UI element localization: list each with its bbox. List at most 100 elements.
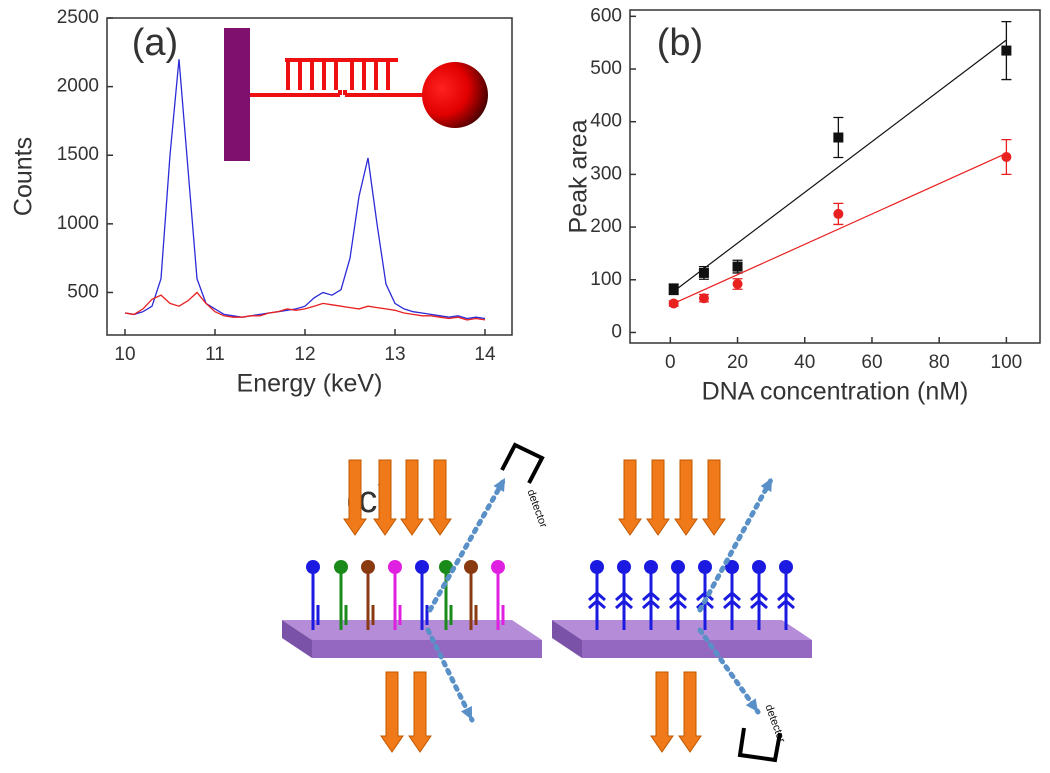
probe-pair	[615, 591, 633, 610]
panel-label: (a)	[132, 22, 178, 64]
x-tick-label: 12	[294, 344, 315, 365]
data-point	[833, 132, 844, 143]
fluorescence-head	[745, 698, 758, 712]
x-ray-arrow	[373, 459, 397, 536]
data-point	[1001, 152, 1012, 163]
y-tick-label: 0	[611, 321, 622, 342]
x-ray-arrow	[646, 459, 670, 536]
spectrum-line	[124, 291, 486, 321]
probe-head	[752, 560, 766, 574]
x-ray-arrow	[650, 671, 674, 753]
x-tick-label: 0	[665, 352, 676, 373]
probe-pair	[750, 591, 768, 610]
panel-label: (b)	[657, 22, 703, 64]
probe-head	[334, 560, 348, 574]
y-axis-title: Peak area	[565, 119, 593, 233]
x-tick-label: 100	[991, 352, 1023, 373]
x-tick-label: 80	[929, 352, 950, 373]
x-ray-arrow	[343, 459, 367, 536]
detector-label: detector	[762, 703, 787, 745]
x-ray-arrow	[380, 671, 404, 753]
substrate-end	[282, 620, 312, 658]
x-tick-label: 40	[794, 352, 815, 373]
probe-head	[779, 560, 793, 574]
x-axis-title: Energy (keV)	[237, 370, 383, 398]
y-tick-label: 2000	[57, 76, 99, 97]
x-ray-arrow	[428, 459, 452, 536]
y-axis-title: Counts	[10, 137, 38, 216]
probe-pair	[669, 591, 687, 610]
fit-line	[673, 39, 1007, 292]
x-tick-label: 20	[727, 352, 748, 373]
probe-head	[415, 560, 429, 574]
y-tick-label: 2500	[57, 7, 99, 28]
probe-head	[698, 560, 712, 574]
fluorescence-ray	[697, 627, 761, 715]
probe-head	[491, 560, 505, 574]
data-point	[698, 293, 709, 304]
substrate-side	[582, 640, 812, 658]
probe-head	[388, 560, 402, 574]
x-tick-label: 60	[861, 352, 882, 373]
x-axis-title: DNA concentration (nM)	[702, 378, 969, 406]
y-tick-label: 1000	[57, 213, 99, 234]
probe-head	[464, 560, 478, 574]
inset-particle	[422, 62, 488, 128]
probe-pair	[588, 591, 606, 610]
substrate-end	[552, 620, 582, 658]
x-tick-label: 14	[474, 344, 496, 365]
data-point	[668, 298, 679, 309]
data-point	[668, 284, 679, 295]
probe-head	[306, 560, 320, 574]
plot-frame	[106, 17, 513, 336]
fit-line	[673, 152, 1007, 305]
detector-label: detector	[524, 488, 549, 530]
probe-pair	[777, 591, 795, 610]
fluorescence-head	[760, 478, 772, 492]
fluorescence-head	[493, 478, 505, 492]
y-tick-label: 500	[67, 281, 99, 302]
x-ray-arrow	[400, 459, 424, 536]
probe-head	[439, 560, 453, 574]
probe-head	[671, 560, 685, 574]
y-tick-label: 600	[590, 5, 622, 26]
probe-head	[725, 560, 739, 574]
substrate	[552, 620, 812, 640]
data-point	[732, 261, 743, 272]
inset-dna	[250, 58, 430, 97]
x-ray-arrow	[678, 671, 702, 753]
fluorescence-ray	[697, 475, 775, 613]
probe-pair	[723, 591, 741, 610]
data-point	[732, 278, 743, 289]
plot-frame	[629, 9, 1041, 344]
inset-surface	[224, 28, 250, 161]
x-ray-arrow	[618, 459, 642, 536]
x-tick-label: 10	[114, 344, 135, 365]
detector	[737, 727, 782, 763]
x-ray-arrow	[702, 459, 726, 536]
y-tick-label: 400	[590, 111, 622, 132]
data-point	[1001, 45, 1012, 56]
y-tick-label: 200	[590, 216, 622, 237]
y-tick-label: 500	[590, 58, 622, 79]
substrate-side	[312, 640, 542, 658]
x-ray-arrow	[408, 671, 432, 753]
probe-head	[361, 560, 375, 574]
spectrum-line	[124, 59, 486, 320]
data-point	[833, 208, 844, 219]
fluorescence-ray	[425, 627, 475, 723]
probe-head	[644, 560, 658, 574]
y-tick-label: 100	[590, 269, 622, 290]
x-ray-arrow	[674, 459, 698, 536]
data-point	[698, 267, 709, 278]
detector	[500, 442, 545, 484]
probe-pair	[642, 591, 660, 610]
x-tick-label: 11	[205, 344, 225, 365]
fluorescence-ray	[427, 475, 508, 613]
probe-head	[590, 560, 604, 574]
y-tick-label: 300	[590, 163, 622, 184]
x-tick-label: 13	[384, 344, 405, 365]
fluorescence-head	[460, 706, 472, 720]
y-tick-label: 1500	[57, 144, 99, 165]
